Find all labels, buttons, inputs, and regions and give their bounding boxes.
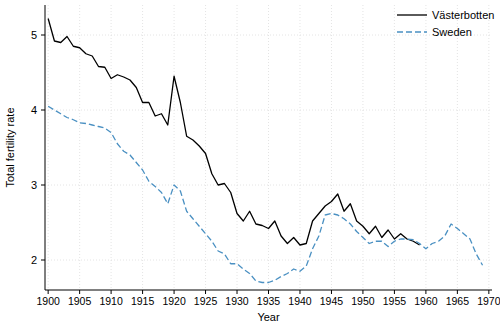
chart: 1900 1905 1910 1915 1920 1925 1930 1935 1940 1945… [0,0,500,325]
grid-line [111,5,112,290]
x-tick [331,290,332,294]
y-tick-label: 5 [31,29,37,41]
y-axis [45,5,46,290]
grid-line [45,260,492,261]
x-tick-label: 1955 [383,295,407,307]
x-tick [268,290,269,294]
y-tick-label: 2 [31,254,37,266]
grid-line [45,185,492,186]
y-tick-label: 3 [31,179,37,191]
grid-line [268,5,269,290]
x-tick-label: 1970 [477,295,500,307]
x-tick-label: 1950 [351,295,375,307]
x-tick [394,290,395,294]
legend-swatch [397,14,427,15]
y-tick [41,185,45,186]
legend-swatch [397,31,427,32]
y-tick [41,110,45,111]
grid-line [237,5,238,290]
x-tick-label: 1910 [99,295,123,307]
series-line [48,106,482,282]
y-tick [41,35,45,36]
grid-line [362,5,363,290]
grid-line [45,35,492,36]
x-tick [457,290,458,294]
grid-line [331,5,332,290]
x-tick-label: 1935 [257,295,281,307]
x-tick [205,290,206,294]
grid-line [48,5,49,290]
x-tick-label: 1945 [320,295,344,307]
plot-area [48,19,482,283]
x-tick [237,290,238,294]
x-tick-label: 1925 [194,295,218,307]
grid-line [488,5,489,290]
x-tick [79,290,80,294]
grid-line [205,5,206,290]
x-tick [142,290,143,294]
grid-line [457,5,458,290]
x-tick-label: 1900 [36,295,60,307]
grid-line [299,5,300,290]
x-tick [299,290,300,294]
x-tick [174,290,175,294]
grid-line [45,110,492,111]
series-line [48,19,419,246]
grid-line [142,5,143,290]
legend-label: Västerbotten [432,9,494,21]
x-axis-label: Year [257,311,280,323]
x-tick-label: 1940 [288,295,312,307]
x-tick [425,290,426,294]
grid-line [174,5,175,290]
x-tick [362,290,363,294]
x-tick [48,290,49,294]
x-tick-label: 1960 [414,295,438,307]
x-tick-label: 1915 [131,295,155,307]
x-tick-label: 1965 [446,295,470,307]
grid-line [425,5,426,290]
x-tick-label: 1905 [68,295,92,307]
legend-label: Sweden [432,26,472,38]
y-tick-label: 4 [31,104,37,116]
x-tick-label: 1930 [225,295,249,307]
y-tick [41,260,45,261]
x-tick [488,290,489,294]
x-tick-label: 1920 [162,295,186,307]
y-axis-label: Total fertility rate [4,107,16,187]
legend: Västerbotten Sweden [397,9,494,38]
x-tick [111,290,112,294]
grid-line [394,5,395,290]
